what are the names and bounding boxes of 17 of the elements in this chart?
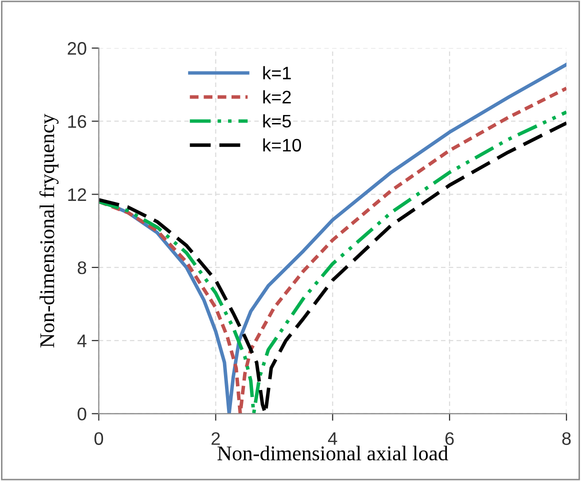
x-tick-label: 6 bbox=[445, 432, 454, 445]
y-tick-label: 12 bbox=[68, 188, 86, 201]
x-tick-label: 4 bbox=[328, 432, 338, 445]
legend-label: k=2 bbox=[263, 90, 291, 104]
legend-label: k=5 bbox=[263, 114, 291, 128]
y-tick-label: 20 bbox=[68, 42, 86, 55]
legend-label: k=10 bbox=[263, 138, 302, 152]
y-tick-label: 8 bbox=[78, 261, 86, 274]
y-axis-title: Non-dimensional fryquency bbox=[39, 114, 59, 348]
y-tick-label: 0 bbox=[78, 408, 86, 420]
x-tick-label: 0 bbox=[94, 432, 104, 445]
legend-label: k=1 bbox=[263, 66, 291, 80]
y-tick-label: 4 bbox=[77, 334, 86, 348]
y-tick-label: 16 bbox=[68, 115, 86, 128]
x-tick-label: 8 bbox=[562, 432, 571, 445]
x-axis-title: Non-dimensional axial load bbox=[218, 446, 448, 460]
x-tick-label: 2 bbox=[212, 432, 220, 445]
